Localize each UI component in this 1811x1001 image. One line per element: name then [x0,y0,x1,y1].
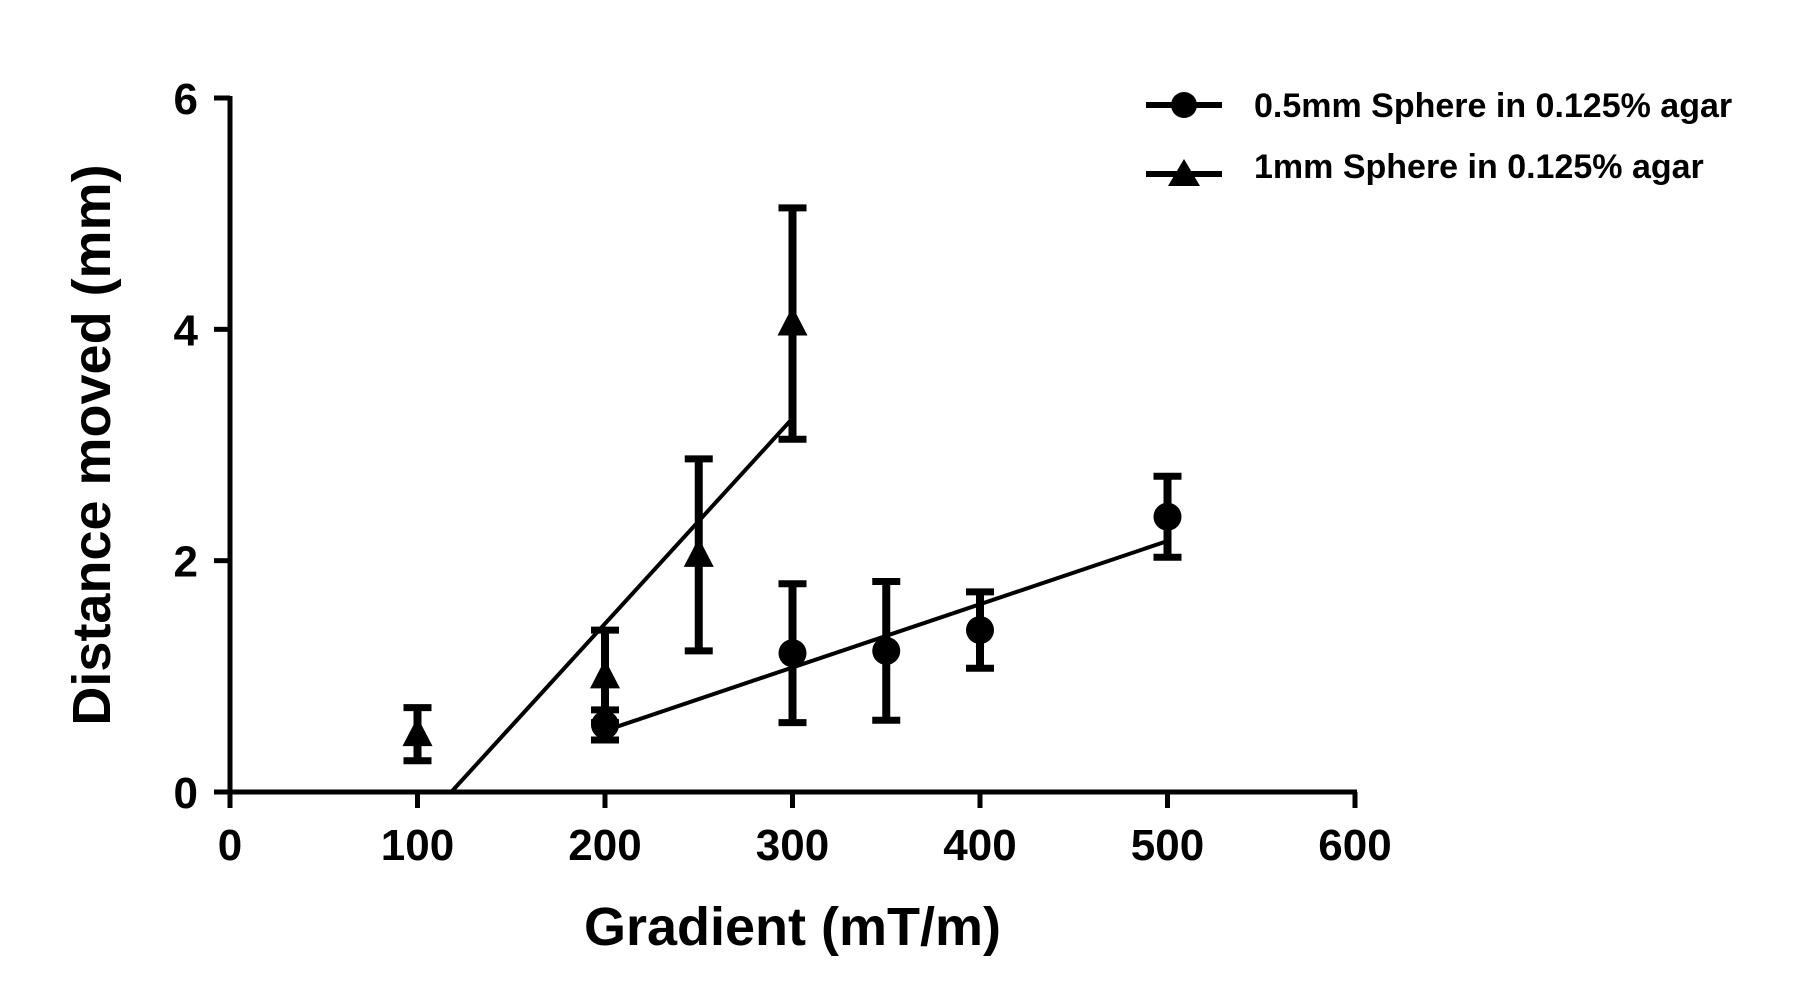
data-point-triangle [777,306,808,336]
x-tick-label: 600 [1318,821,1391,870]
fit-line-triangle-series [449,417,794,794]
legend-marker-circle [1171,92,1197,118]
legend-marker-triangle [1168,159,1200,186]
data-point-circle [1153,502,1182,531]
x-tick-label: 300 [756,821,829,870]
x-tick-label: 100 [381,821,454,870]
x-tick-label: 200 [568,821,641,870]
data-point-circle [872,636,901,665]
y-tick-label: 6 [174,75,198,124]
y-axis-title: Distance moved (mm) [62,164,122,725]
fit-lines [449,417,1169,794]
legend: 0.5mm Sphere in 0.125% agar 1mm Sphere i… [1146,87,1732,186]
x-tick-label: 500 [1131,821,1204,870]
axes: 0 100 200 300 400 500 600 0 2 4 6 [174,75,1392,870]
data-point-triangle [402,717,433,747]
x-tick-label: 0 [218,821,242,870]
x-ticks: 0 100 200 300 400 500 600 [218,792,1392,870]
data-point-circle [778,639,807,668]
x-axis-title: Gradient (mT/m) [584,897,1001,957]
legend-item-circle-series: 0.5mm Sphere in 0.125% agar [1146,87,1732,125]
y-tick-label: 2 [174,538,198,587]
data-markers [402,306,1182,747]
legend-item-triangle-series: 1mm Sphere in 0.125% agar [1146,148,1704,186]
legend-label-triangle-series: 1mm Sphere in 0.125% agar [1254,148,1704,186]
data-point-circle [591,710,619,739]
y-tick-label: 4 [174,306,199,355]
legend-label-circle-series: 0.5mm Sphere in 0.125% agar [1254,87,1732,125]
y-ticks: 0 2 4 6 [174,75,230,818]
data-point-circle [966,616,994,645]
data-point-triangle [590,659,620,689]
data-point-triangle [683,537,714,567]
x-tick-label: 400 [943,821,1016,870]
error-bars [403,204,1182,765]
y-tick-label: 0 [174,769,198,818]
